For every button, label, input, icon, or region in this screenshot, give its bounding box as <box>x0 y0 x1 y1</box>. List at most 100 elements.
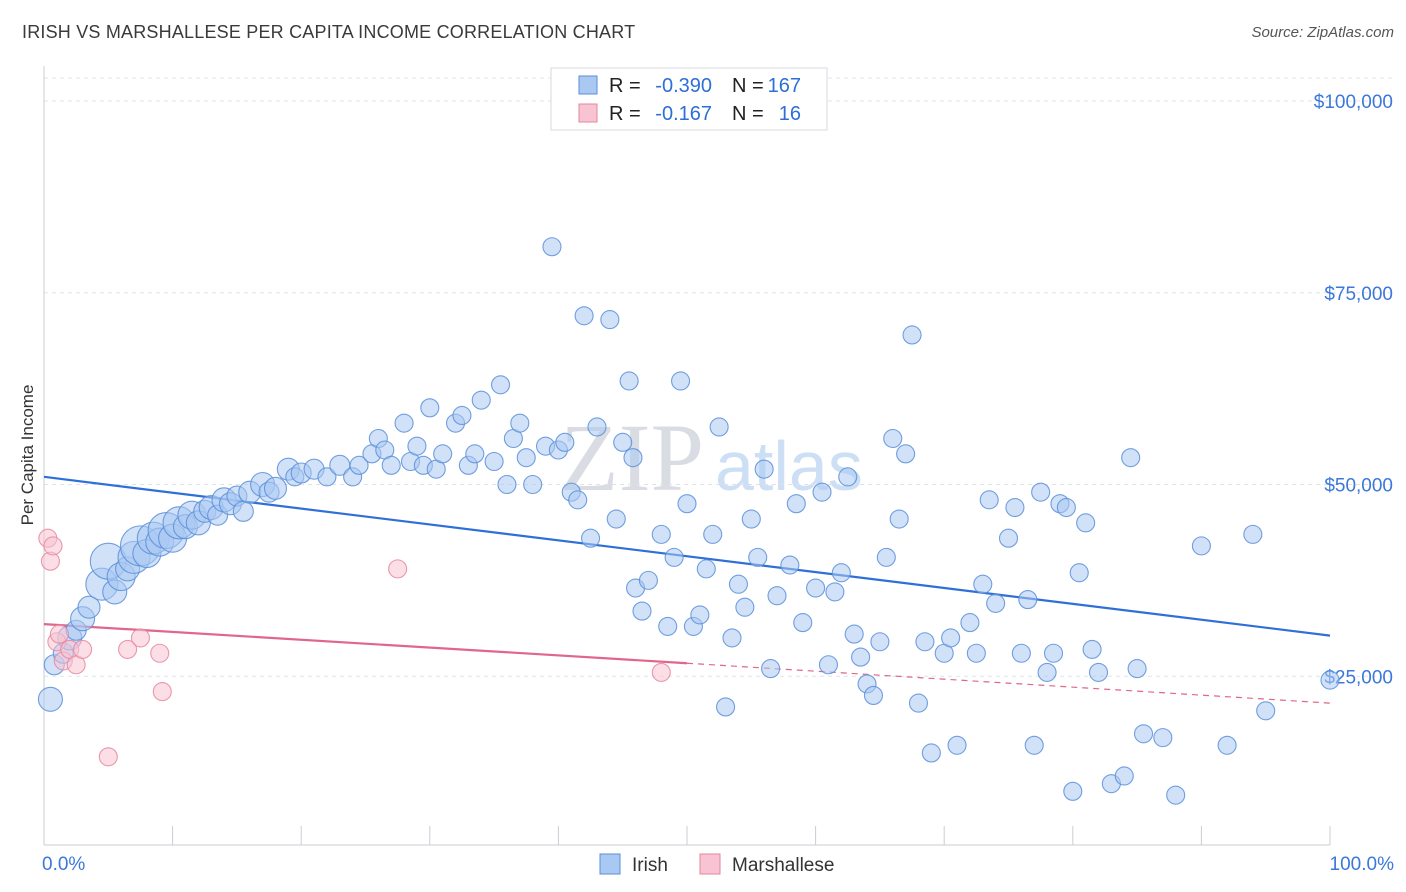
point-irish <box>1011 643 1031 663</box>
point-irish <box>1133 724 1154 744</box>
point-irish <box>613 432 633 452</box>
legend-r-label: R = <box>609 75 641 97</box>
trend-line-marshallese <box>43 623 688 665</box>
point-marshallese <box>130 628 150 648</box>
point-irish <box>452 405 472 426</box>
point-irish <box>870 632 890 652</box>
legend-r-value: -0.390 <box>655 75 712 97</box>
point-irish <box>1005 497 1025 518</box>
y-tick-label: $25,000 <box>1324 667 1393 688</box>
point-irish <box>883 428 903 449</box>
point-irish <box>671 371 691 391</box>
point-irish <box>484 451 504 472</box>
point-irish <box>754 459 774 479</box>
point-irish <box>703 524 723 544</box>
point-irish <box>677 494 697 514</box>
legend-n-label: N = <box>732 75 764 97</box>
legend-n-value: 16 <box>779 103 801 125</box>
point-irish <box>510 413 530 433</box>
point-irish <box>716 697 736 717</box>
point-irish <box>696 559 716 579</box>
y-tick-label: $100,000 <box>1314 92 1393 113</box>
point-irish <box>986 593 1006 613</box>
point-irish <box>542 237 562 257</box>
point-irish <box>580 528 601 548</box>
point-irish <box>863 685 884 705</box>
point-irish <box>941 628 961 648</box>
point-irish <box>1082 639 1102 659</box>
point-irish <box>915 632 935 652</box>
point-marshallese <box>49 624 69 644</box>
point-irish <box>232 500 254 522</box>
point-irish <box>471 390 491 410</box>
point-irish <box>690 605 710 625</box>
point-irish <box>1018 590 1038 610</box>
point-irish <box>960 613 980 633</box>
point-irish <box>651 524 671 544</box>
x-tick-label-end: 100.0% <box>1330 854 1395 875</box>
point-irish <box>1153 728 1173 748</box>
point-irish <box>1088 662 1109 682</box>
point-irish <box>37 686 63 712</box>
point-irish <box>600 310 620 330</box>
x-tick-labels: 0.0% 100.0% <box>42 854 1394 875</box>
bottom-legend-swatch <box>599 853 621 875</box>
point-irish <box>433 444 453 464</box>
point-irish <box>780 555 800 575</box>
point-irish <box>638 570 658 590</box>
point-irish <box>420 398 440 418</box>
point-irish <box>1076 513 1096 533</box>
point-marshallese <box>388 559 408 579</box>
point-irish <box>767 586 787 606</box>
point-irish <box>1121 448 1141 468</box>
y-tick-label: $50,000 <box>1324 476 1393 497</box>
point-irish <box>876 547 896 567</box>
y-axis-label: Per Capita Income <box>18 385 37 526</box>
trend-lines <box>43 475 1331 704</box>
point-irish <box>1114 766 1134 786</box>
point-irish <box>1256 701 1276 721</box>
bottom-legend-label: Irish <box>632 855 668 876</box>
point-irish <box>1127 659 1147 679</box>
point-irish <box>568 490 588 510</box>
point-irish <box>1069 563 1089 583</box>
point-irish <box>735 597 755 617</box>
point-irish <box>1024 735 1044 755</box>
point-irish <box>497 474 517 495</box>
point-irish <box>664 547 684 567</box>
watermark-atlas: atlas <box>715 427 863 505</box>
point-irish <box>555 432 575 452</box>
point-irish <box>741 509 761 529</box>
legend-swatch <box>578 75 598 95</box>
point-irish <box>761 659 781 679</box>
point-irish <box>394 413 414 433</box>
point-irish <box>317 467 337 487</box>
point-irish <box>1056 497 1076 518</box>
point-irish <box>263 476 288 500</box>
point-irish <box>908 693 929 713</box>
point-irish <box>1031 482 1051 502</box>
point-irish <box>921 743 941 763</box>
point-irish <box>902 325 922 345</box>
legend-n-value: 167 <box>768 75 801 97</box>
point-irish <box>1037 662 1057 682</box>
point-irish <box>748 547 768 567</box>
point-irish <box>844 624 864 644</box>
y-tick-label: $75,000 <box>1324 284 1393 305</box>
trend-line-irish <box>43 475 1331 637</box>
legend-box: R = -0.390 N = 167 R = -0.167 N = 16 <box>550 67 828 131</box>
point-irish <box>812 482 832 502</box>
point-irish <box>831 563 851 583</box>
point-irish <box>998 528 1019 548</box>
chart-source: Source: ZipAtlas.com <box>1251 24 1394 41</box>
x-tick-label-start: 0.0% <box>42 854 85 875</box>
point-irish <box>728 574 748 594</box>
point-irish <box>516 448 536 468</box>
point-marshallese <box>150 643 170 663</box>
point-irish <box>896 444 916 464</box>
trend-line-dashed-marshallese <box>686 662 1331 704</box>
point-irish <box>1243 524 1263 544</box>
point-irish <box>619 371 639 391</box>
point-irish <box>889 509 909 529</box>
